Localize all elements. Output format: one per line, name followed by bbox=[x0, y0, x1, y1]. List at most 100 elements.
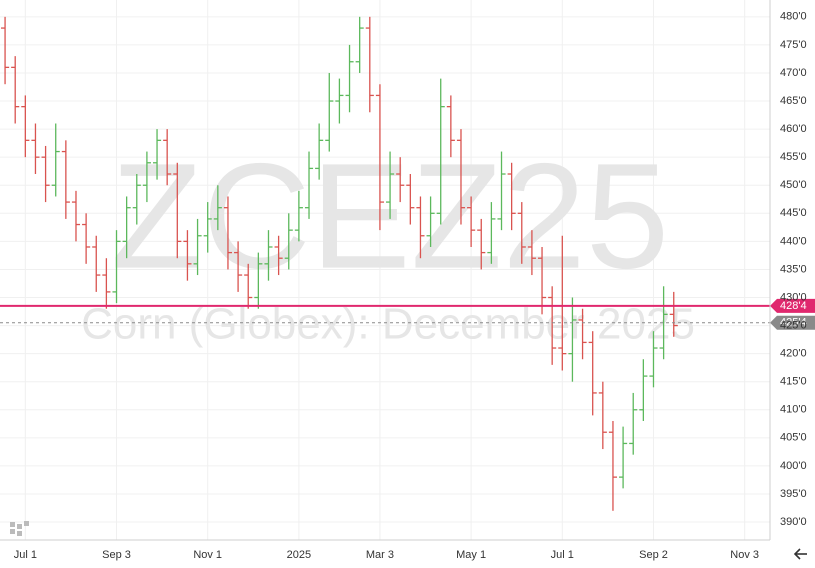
ohlc-bar bbox=[31, 123, 40, 175]
watermark-title: Corn (Globex): December 2025 bbox=[81, 300, 695, 349]
ohlc-bar bbox=[517, 202, 526, 264]
y-tick-label: 440'0 bbox=[780, 235, 807, 247]
ohlc-bar bbox=[406, 174, 415, 225]
ohlc-bar bbox=[21, 95, 30, 158]
ohlc-bar bbox=[345, 44, 354, 113]
x-tick-label: Sep 2 bbox=[639, 549, 668, 561]
x-tick-label: Mar 3 bbox=[366, 549, 394, 561]
ohlc-bar bbox=[365, 16, 374, 113]
ohlc-bar bbox=[355, 16, 364, 73]
ohlc-bar bbox=[446, 95, 455, 158]
ohlc-bar bbox=[203, 202, 212, 253]
y-tick-label: 395'0 bbox=[780, 488, 807, 500]
price-tag bbox=[770, 315, 815, 330]
y-tick-label: 470'0 bbox=[780, 67, 807, 79]
ohlc-bar bbox=[669, 291, 678, 337]
x-tick-label: Nov 1 bbox=[193, 549, 222, 561]
ohlc-bar bbox=[304, 151, 314, 219]
ohlc-bar bbox=[487, 202, 496, 264]
ohlc-bar bbox=[244, 263, 253, 309]
ohlc-bar bbox=[568, 297, 577, 382]
ohlc-bar bbox=[264, 230, 273, 281]
ohlc-bar bbox=[426, 196, 435, 247]
back-button[interactable] bbox=[793, 548, 807, 560]
ohlc-bar bbox=[396, 157, 405, 203]
ohlc-bar bbox=[558, 235, 567, 371]
ohlc-bar bbox=[51, 123, 60, 197]
ohlc-bar bbox=[608, 420, 618, 511]
bars bbox=[1, 16, 678, 511]
ohlc-bar bbox=[41, 145, 50, 203]
ohlc-bar bbox=[132, 174, 141, 225]
ohlc-bar bbox=[629, 392, 638, 455]
ohlc-bar bbox=[173, 162, 182, 259]
ohlc-bar bbox=[234, 241, 243, 292]
ohlc-bar bbox=[71, 190, 81, 242]
y-tick-label: 430'0 bbox=[780, 291, 807, 303]
ohlc-bar bbox=[183, 230, 192, 281]
ohlc-bar bbox=[122, 196, 131, 259]
ohlc-bar bbox=[325, 72, 334, 152]
ohlc-bar bbox=[386, 151, 395, 219]
ohlc-bar bbox=[1, 16, 10, 85]
y-tick-label: 420'0 bbox=[780, 348, 807, 360]
logo-icon bbox=[10, 521, 29, 536]
ohlc-bar bbox=[315, 123, 324, 180]
x-tick-label: Jul 1 bbox=[551, 549, 574, 561]
ohlc-bar bbox=[578, 308, 587, 360]
x-tick-label: Nov 3 bbox=[730, 549, 759, 561]
ohlc-bar bbox=[294, 190, 303, 242]
ohlc-bar bbox=[82, 213, 91, 264]
ohlc-bar bbox=[467, 196, 476, 247]
ohlc-bar bbox=[659, 286, 668, 360]
ohlc-bar bbox=[102, 258, 111, 309]
y-tick-label: 450'0 bbox=[780, 179, 807, 191]
ohlc-bar bbox=[598, 381, 607, 450]
ohlc-bar bbox=[639, 359, 648, 421]
ohlc-bar bbox=[335, 78, 344, 124]
ohlc-bar bbox=[477, 218, 486, 270]
y-tick-label: 425'0 bbox=[780, 319, 807, 331]
ohlc-bar bbox=[436, 78, 445, 225]
ohlc-bar bbox=[588, 331, 597, 416]
y-tick-label: 480'0 bbox=[780, 11, 807, 23]
ohlc-bar bbox=[619, 426, 628, 489]
ohlc-bar bbox=[649, 331, 658, 388]
grid bbox=[0, 0, 770, 540]
y-tick-label: 455'0 bbox=[780, 151, 807, 163]
y-tick-label: 390'0 bbox=[780, 516, 807, 528]
ohlc-bar bbox=[537, 246, 547, 315]
ohlc-bar bbox=[274, 235, 283, 276]
ohlc-bar bbox=[112, 230, 121, 304]
ohlc-bar bbox=[61, 140, 70, 219]
ohlc-bar bbox=[507, 162, 516, 231]
ohlc-bar bbox=[223, 196, 233, 270]
y-tick-label: 475'0 bbox=[780, 39, 807, 51]
price-lines: 428'4 425'4 bbox=[0, 298, 815, 330]
x-tick-label: Jul 1 bbox=[14, 549, 37, 561]
ohlc-bar bbox=[284, 213, 293, 270]
ohlc-bar bbox=[11, 56, 20, 124]
ohlc-bar bbox=[456, 129, 466, 225]
price-tag-label: 425'4 bbox=[780, 317, 807, 329]
ohlc-bar bbox=[548, 286, 557, 365]
ohlc-bar bbox=[213, 185, 222, 231]
y-tick-label: 435'0 bbox=[780, 263, 807, 275]
y-tick-label: 400'0 bbox=[780, 460, 807, 472]
ohlc-bar bbox=[193, 218, 202, 276]
ohlc-bar bbox=[254, 252, 263, 309]
ohlc-bar bbox=[497, 151, 506, 231]
ohlc-bar bbox=[163, 129, 172, 186]
price-tag-label: 428'4 bbox=[780, 300, 807, 312]
axes: 390'0 395'0 400'0 405'0 410'0 415'0 420'0 425'0… bbox=[14, 11, 807, 561]
price-tag bbox=[770, 298, 815, 313]
ohlc-bar bbox=[527, 230, 536, 276]
x-tick-label: Sep 3 bbox=[102, 549, 131, 561]
y-tick-label: 445'0 bbox=[780, 207, 807, 219]
y-tick-label: 405'0 bbox=[780, 432, 807, 444]
x-tick-label: May 1 bbox=[456, 549, 486, 561]
y-tick-label: 465'0 bbox=[780, 95, 807, 107]
ohlc-bar bbox=[152, 129, 162, 180]
